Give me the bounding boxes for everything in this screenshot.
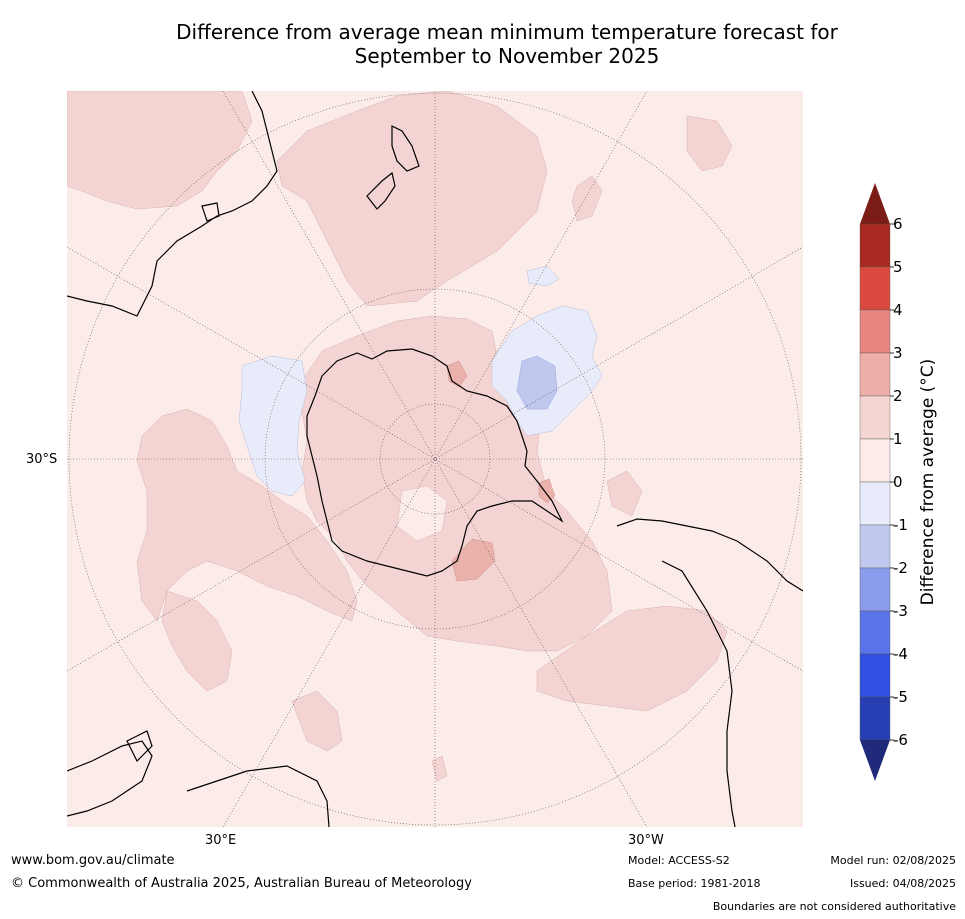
region-south-atlantic bbox=[536, 605, 728, 712]
region-indian-ocean bbox=[136, 408, 358, 622]
footer-base-period: Base period: 1981-2018 bbox=[628, 877, 761, 890]
colorbar-tick-label: 4 bbox=[893, 301, 903, 319]
colorbar-swatch bbox=[859, 395, 891, 440]
region-cool-pacific-small bbox=[526, 265, 560, 287]
region-south-africa-sw bbox=[291, 690, 343, 752]
region-tasman-nz bbox=[276, 91, 548, 307]
colorbar-swatch bbox=[859, 524, 891, 569]
graticule bbox=[67, 91, 803, 827]
colorbar-tick-label: 0 bbox=[893, 473, 903, 491]
title-line-2: September to November 2025 bbox=[354, 44, 660, 68]
lon-label-30e: 30°E bbox=[205, 833, 237, 848]
colorbar-extend-bottom bbox=[860, 740, 890, 781]
graticule-circle-30s bbox=[68, 92, 802, 826]
footer-website: www.bom.gov.au/climate bbox=[11, 853, 175, 868]
region-indian-ocean-plume bbox=[161, 590, 233, 692]
footer-model-run: Model run: 02/08/2025 bbox=[830, 854, 956, 867]
title-line-1: Difference from average mean minimum tem… bbox=[176, 20, 838, 44]
colorbar-swatch bbox=[859, 610, 891, 655]
colorbar-label: Difference from average (°C) bbox=[918, 358, 938, 606]
colorbar-tick-label: -4 bbox=[893, 645, 908, 663]
anomaly-neg-0-1-regions bbox=[238, 265, 603, 497]
region-cool-indian bbox=[238, 355, 308, 497]
colorbar-tick-label: 1 bbox=[893, 430, 903, 448]
coastline-madagascar bbox=[126, 730, 153, 763]
colorbar-tick-label: 2 bbox=[893, 387, 903, 405]
colorbar-tick-label: -6 bbox=[893, 731, 908, 749]
colorbar-swatch bbox=[859, 223, 891, 268]
meridian-60w bbox=[67, 246, 803, 672]
footer-model: Model: ACCESS-S2 bbox=[628, 854, 730, 867]
colorbar-swatch bbox=[859, 696, 891, 741]
meridian-30e bbox=[67, 246, 803, 672]
colorbar-tick-label: 5 bbox=[893, 258, 903, 276]
colorbar: 6 5 4 3 2 1 0 -1 -2 -3 -4 -5 -6 bbox=[859, 183, 908, 781]
footer-disclaimer: Boundaries are not considered authoritat… bbox=[712, 900, 956, 913]
colorbar-tick-label: 3 bbox=[893, 344, 903, 362]
coastline-south-america bbox=[616, 518, 803, 827]
colorbar-tick-label: -2 bbox=[893, 559, 908, 577]
meridian-30w bbox=[222, 91, 648, 827]
region-south-pacific-small bbox=[571, 175, 603, 222]
coastlines bbox=[67, 91, 803, 827]
coastline-nz-north bbox=[391, 125, 420, 172]
anomaly-neg-1-2-regions bbox=[516, 355, 558, 410]
region-south-atlantic-nw bbox=[606, 470, 643, 517]
colorbar-swatch bbox=[859, 438, 891, 483]
colorbar-swatch bbox=[859, 567, 891, 612]
coastline-tasmania bbox=[201, 202, 220, 222]
anomaly-map bbox=[67, 91, 803, 827]
colorbar-swatches bbox=[859, 183, 891, 781]
ross-sea-patch bbox=[396, 485, 448, 542]
colorbar-tick-label: -3 bbox=[893, 602, 908, 620]
anomaly-2-3-regions bbox=[446, 360, 556, 582]
footer-copyright: © Commonwealth of Australia 2025, Austra… bbox=[11, 876, 472, 891]
lat-label-30s: 30°S bbox=[26, 452, 58, 467]
colorbar-swatch bbox=[859, 309, 891, 354]
colorbar-ticks: 6 5 4 3 2 1 0 -1 -2 -3 -4 -5 -6 bbox=[890, 215, 908, 749]
coastline-nz-south bbox=[366, 171, 396, 210]
region-australia-west bbox=[67, 91, 253, 210]
lon-label-30w: 30°W bbox=[628, 833, 664, 848]
colorbar-tick-label: -5 bbox=[893, 688, 908, 706]
meridian-60e bbox=[222, 91, 648, 827]
colorbar-tick-label: -1 bbox=[893, 516, 908, 534]
coastline-africa bbox=[67, 740, 330, 827]
colorbar-swatch bbox=[859, 481, 891, 526]
colorbar-swatch bbox=[859, 653, 891, 698]
region-south-pacific-east bbox=[686, 115, 733, 172]
region-cool-amundsen-core bbox=[516, 355, 558, 410]
colorbar-swatch bbox=[859, 266, 891, 311]
colorbar-tick-label: 6 bbox=[893, 215, 903, 233]
coastline-australia bbox=[67, 91, 278, 317]
coastline-antarctica bbox=[306, 348, 564, 577]
colorbar-swatch bbox=[859, 352, 891, 397]
region-weddell-warm bbox=[451, 538, 496, 582]
colorbar-extend-top bbox=[860, 183, 890, 224]
map-title: Difference from average mean minimum tem… bbox=[0, 20, 965, 68]
footer-issued: Issued: 04/08/2025 bbox=[849, 877, 956, 890]
region-south-indian-small bbox=[431, 755, 448, 782]
